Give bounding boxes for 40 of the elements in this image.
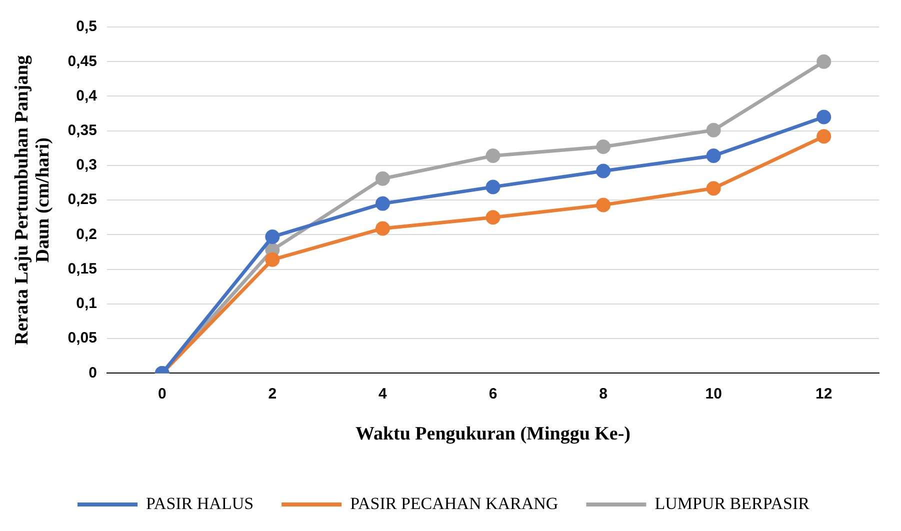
point xyxy=(596,198,611,212)
point xyxy=(596,140,611,154)
y-tick-label: 0,35 xyxy=(68,122,97,139)
point xyxy=(375,171,390,186)
x-tick-label: 10 xyxy=(705,385,722,402)
y-axis-title: Rerata Laju Pertumbuhan Panjang Daun (cm/hari) xyxy=(11,54,54,345)
point xyxy=(265,230,280,244)
point xyxy=(375,221,390,236)
point xyxy=(816,129,832,144)
point xyxy=(486,148,500,164)
point xyxy=(486,180,500,194)
y-tick-label: 0 xyxy=(88,364,97,382)
y-tick-label: 0,4 xyxy=(76,87,98,104)
x-tick-label: 0 xyxy=(158,385,166,402)
y-tick-label: 0,45 xyxy=(68,52,97,70)
y-tick-label: 0,5 xyxy=(76,18,97,36)
point xyxy=(596,164,611,178)
legend-label: LUMPUR BERPASIR xyxy=(654,494,810,513)
legend-label: PASIR PECAHAN KARANG xyxy=(350,494,558,513)
x-tick-label: 4 xyxy=(378,385,388,402)
x-tick-label: 6 xyxy=(488,385,498,402)
y-tick-label: 0,15 xyxy=(68,260,97,278)
point xyxy=(706,148,721,164)
y-tick-label: 0,25 xyxy=(68,191,97,208)
x-tick-label: 12 xyxy=(816,385,832,402)
y-tick-label: 0,2 xyxy=(76,226,97,243)
point xyxy=(816,54,832,69)
point xyxy=(375,196,390,211)
point xyxy=(486,210,500,225)
y-tick-label: 0,05 xyxy=(68,330,97,347)
x-tick-label: 2 xyxy=(268,385,277,402)
legend-label: PASIR HALUS xyxy=(146,494,254,513)
x-axis-title: Waktu Pengukuran (Minggu Ke-) xyxy=(355,424,631,445)
point xyxy=(706,181,721,196)
point xyxy=(706,122,721,138)
x-tick-label: 8 xyxy=(599,385,608,402)
point xyxy=(265,252,280,267)
point xyxy=(816,110,832,124)
y-tick-label: 0,1 xyxy=(76,295,97,312)
y-tick-label: 0,3 xyxy=(76,156,97,174)
